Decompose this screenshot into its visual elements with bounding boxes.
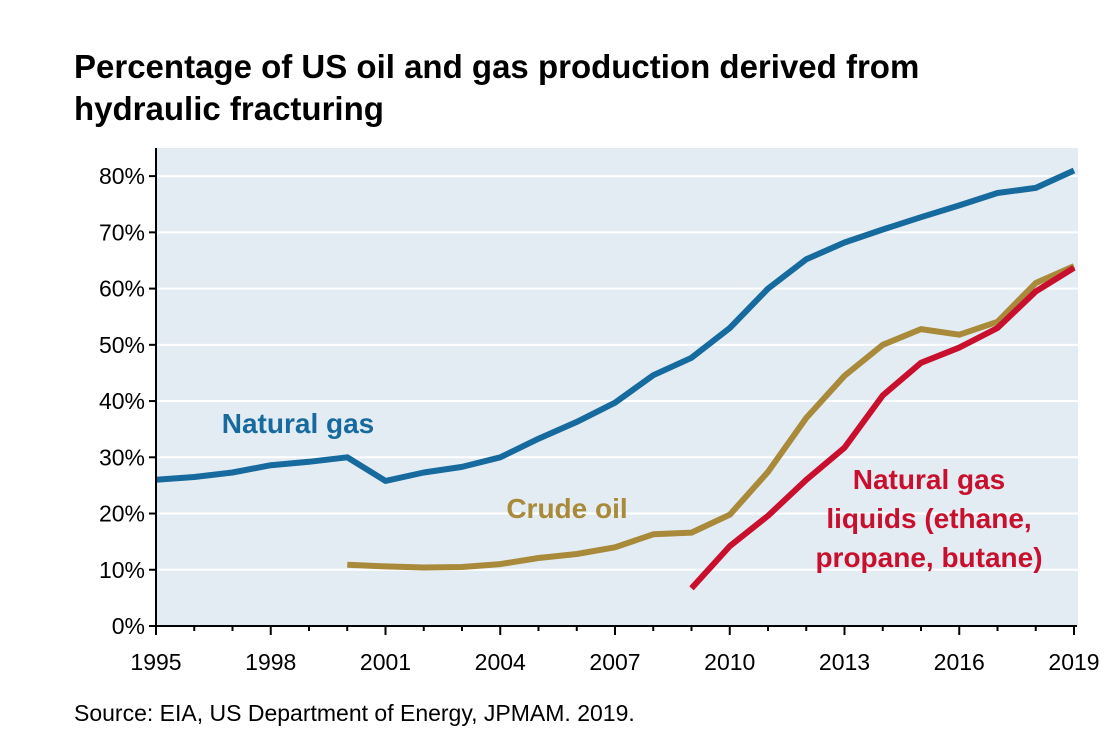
y-tick-label: 30% xyxy=(99,444,145,470)
y-tick-label: 0% xyxy=(112,613,145,639)
series-lines xyxy=(155,167,1076,591)
x-tick-label: 2004 xyxy=(475,649,526,675)
source-note: Source: EIA, US Department of Energy, JP… xyxy=(74,700,635,726)
y-tick-label: 40% xyxy=(99,388,145,414)
x-axis-ticks: 1995 1998 2001 2004 2007 2010 2013 2016 2019 xyxy=(130,626,1100,675)
x-tick-label: 2016 xyxy=(934,649,985,675)
series-line-2 xyxy=(689,265,1076,591)
x-tick-label: 2019 xyxy=(1048,649,1099,675)
series-label-2: Natural gas xyxy=(853,464,1006,495)
x-tick-label: 2001 xyxy=(360,649,411,675)
y-tick-label: 50% xyxy=(99,332,145,358)
x-tick-label: 2007 xyxy=(589,649,640,675)
series-label-0: Natural gas xyxy=(222,408,375,439)
y-tick-label: 60% xyxy=(99,276,145,302)
series-labels: Natural gas Crude oil Natural gas liquids (… xyxy=(222,408,1043,573)
y-axis-ticks: 0% 10% 20% 30% 40% 50% 60% 70% 80% xyxy=(99,163,156,639)
series-line-0 xyxy=(155,167,1076,484)
series-label-2: propane, butane) xyxy=(815,542,1042,573)
x-tick-label: 1998 xyxy=(245,649,296,675)
x-tick-label: 1995 xyxy=(130,649,181,675)
series-label-1: Crude oil xyxy=(506,493,627,524)
y-tick-label: 70% xyxy=(99,219,145,245)
y-tick-label: 20% xyxy=(99,501,145,527)
x-tick-label: 2013 xyxy=(819,649,870,675)
x-tick-label: 2010 xyxy=(704,649,755,675)
y-tick-label: 10% xyxy=(99,557,145,583)
series-line-1 xyxy=(347,263,1076,571)
chart-title: Percentage of US oil and gas production … xyxy=(74,48,920,127)
y-tick-label: 80% xyxy=(99,163,145,189)
series-label-2: liquids (ethane, xyxy=(826,503,1031,534)
